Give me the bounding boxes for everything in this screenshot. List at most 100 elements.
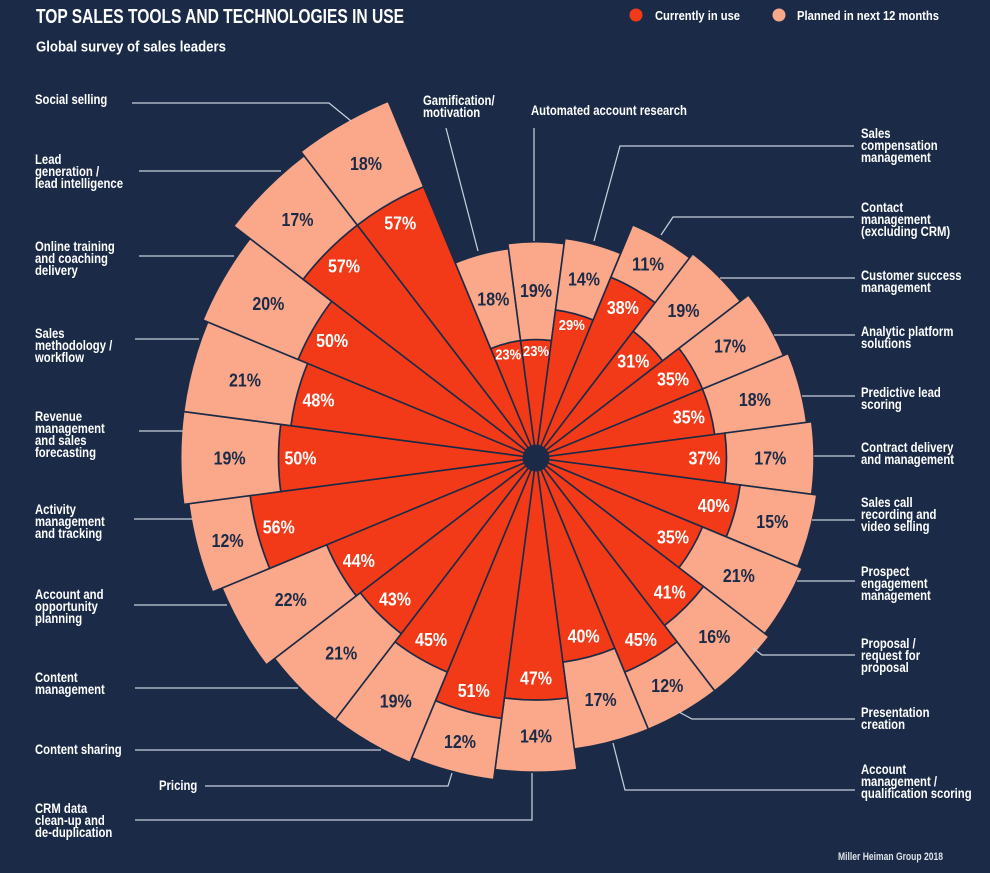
svg-text:23%: 23% <box>523 343 549 360</box>
svg-text:delivery: delivery <box>35 263 78 278</box>
svg-text:12%: 12% <box>212 531 244 551</box>
svg-text:planning: planning <box>35 611 82 626</box>
svg-text:management: management <box>861 150 931 165</box>
svg-text:20%: 20% <box>252 294 284 314</box>
svg-text:Content sharing: Content sharing <box>35 742 122 757</box>
svg-text:Gamification/: Gamification/ <box>423 93 495 108</box>
svg-text:video selling: video selling <box>861 519 930 534</box>
svg-text:Sales: Sales <box>861 126 891 141</box>
svg-text:compensation: compensation <box>861 138 938 153</box>
svg-text:40%: 40% <box>698 496 730 516</box>
svg-text:38%: 38% <box>607 298 639 318</box>
svg-text:management: management <box>35 421 105 436</box>
svg-text:11%: 11% <box>632 255 664 275</box>
svg-text:and tracking: and tracking <box>35 526 102 541</box>
svg-text:Automated account research: Automated account research <box>531 103 687 118</box>
svg-text:management: management <box>861 588 931 603</box>
svg-text:19%: 19% <box>214 449 246 469</box>
svg-text:17%: 17% <box>282 210 314 230</box>
svg-text:opportunity: opportunity <box>35 599 98 614</box>
svg-text:44%: 44% <box>343 551 375 571</box>
svg-text:18%: 18% <box>477 289 509 309</box>
svg-text:scoring: scoring <box>861 397 902 412</box>
svg-text:Pricing: Pricing <box>159 778 197 793</box>
svg-text:management: management <box>861 212 931 227</box>
svg-text:clean-up and: clean-up and <box>35 813 105 828</box>
svg-text:12%: 12% <box>444 732 476 752</box>
svg-text:Social selling: Social selling <box>35 92 107 107</box>
svg-text:Prospect: Prospect <box>861 564 910 579</box>
svg-text:17%: 17% <box>714 337 746 357</box>
svg-text:17%: 17% <box>754 449 786 469</box>
svg-text:Global survey of sales leaders: Global survey of sales leaders <box>36 40 226 56</box>
svg-text:management /: management / <box>861 774 937 789</box>
svg-text:solutions: solutions <box>861 336 911 351</box>
svg-text:Proposal /: Proposal / <box>861 636 916 651</box>
svg-text:management: management <box>35 682 105 697</box>
svg-text:43%: 43% <box>379 590 411 610</box>
svg-text:and management: and management <box>861 452 954 467</box>
svg-text:57%: 57% <box>384 213 416 233</box>
svg-text:56%: 56% <box>263 518 295 538</box>
svg-text:35%: 35% <box>657 370 689 390</box>
svg-text:18%: 18% <box>350 154 382 174</box>
svg-text:engagement: engagement <box>861 576 928 591</box>
svg-text:Contact: Contact <box>861 200 904 215</box>
svg-text:Miller Heiman Group 2018: Miller Heiman Group 2018 <box>838 851 943 863</box>
svg-text:23%: 23% <box>495 347 521 364</box>
svg-text:37%: 37% <box>689 449 721 469</box>
svg-text:Customer success: Customer success <box>861 268 962 283</box>
svg-text:Analytic platform: Analytic platform <box>861 324 953 339</box>
svg-text:18%: 18% <box>739 390 771 410</box>
svg-text:14%: 14% <box>568 270 600 290</box>
svg-text:Content: Content <box>35 670 78 685</box>
svg-text:48%: 48% <box>303 390 335 410</box>
svg-text:Sales call: Sales call <box>861 495 913 510</box>
svg-text:19%: 19% <box>668 301 700 321</box>
svg-text:Activity: Activity <box>35 502 76 517</box>
svg-text:Planned in next 12 months: Planned in next 12 months <box>797 9 939 23</box>
svg-text:45%: 45% <box>625 630 657 650</box>
svg-text:Online training: Online training <box>35 239 115 254</box>
svg-text:forecasting: forecasting <box>35 445 96 460</box>
svg-text:Currently in use: Currently in use <box>655 9 740 23</box>
svg-text:qualification scoring: qualification scoring <box>861 786 972 801</box>
svg-text:45%: 45% <box>415 630 447 650</box>
svg-text:50%: 50% <box>285 449 317 469</box>
svg-text:management: management <box>861 280 931 295</box>
svg-text:CRM data: CRM data <box>35 801 88 816</box>
svg-text:51%: 51% <box>458 681 490 701</box>
svg-text:22%: 22% <box>275 590 307 610</box>
svg-text:de-duplication: de-duplication <box>35 825 112 840</box>
svg-text:47%: 47% <box>520 669 552 689</box>
svg-text:21%: 21% <box>723 566 755 586</box>
svg-text:and coaching: and coaching <box>35 251 108 266</box>
svg-text:Account: Account <box>861 762 907 777</box>
svg-text:motivation: motivation <box>423 105 480 120</box>
svg-text:12%: 12% <box>651 676 683 696</box>
svg-text:Presentation: Presentation <box>861 705 930 720</box>
svg-text:19%: 19% <box>380 692 412 712</box>
svg-text:proposal: proposal <box>861 660 909 675</box>
svg-text:Revenue: Revenue <box>35 409 83 424</box>
svg-text:lead intelligence: lead intelligence <box>35 176 123 191</box>
svg-text:41%: 41% <box>654 582 686 602</box>
svg-text:workflow: workflow <box>34 350 84 365</box>
svg-text:57%: 57% <box>328 257 360 277</box>
svg-text:methodology /: methodology / <box>35 338 113 353</box>
svg-text:29%: 29% <box>559 317 585 334</box>
svg-text:21%: 21% <box>325 643 357 663</box>
svg-text:31%: 31% <box>617 351 649 371</box>
svg-text:21%: 21% <box>229 371 261 391</box>
svg-text:Predictive lead: Predictive lead <box>861 385 941 400</box>
svg-text:TOP SALES TOOLS AND TECHNOLOGI: TOP SALES TOOLS AND TECHNOLOGIES IN USE <box>36 6 404 28</box>
svg-text:generation /: generation / <box>35 164 99 179</box>
svg-text:Sales: Sales <box>35 326 65 341</box>
svg-text:recording and: recording and <box>861 507 936 522</box>
svg-text:50%: 50% <box>316 331 348 351</box>
svg-text:35%: 35% <box>673 408 705 428</box>
svg-text:Lead: Lead <box>35 152 61 167</box>
svg-text:16%: 16% <box>698 627 730 647</box>
svg-text:35%: 35% <box>657 528 689 548</box>
svg-text:19%: 19% <box>520 281 552 301</box>
